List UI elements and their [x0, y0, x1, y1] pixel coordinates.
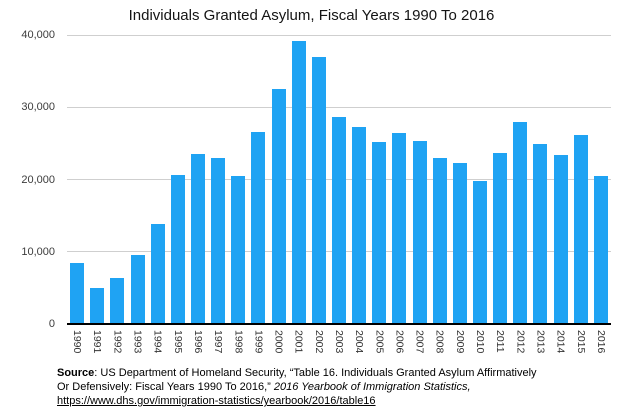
x-axis-tick-label: 2014: [554, 330, 567, 354]
bar-2009: [452, 163, 467, 324]
bar-1999: [251, 131, 266, 324]
x-axis-tick-label: 1997: [212, 330, 225, 354]
x-axis-tick-label: 1991: [91, 330, 104, 354]
source-line: Or Defensively: Fiscal Years 1990 To 201…: [57, 380, 597, 394]
bar-1990: [70, 262, 85, 324]
gridline: [67, 106, 611, 108]
bar-2003: [332, 116, 346, 324]
bar-2001: [291, 41, 306, 324]
source-link[interactable]: https://www.dhs.gov/immigration-statisti…: [57, 395, 376, 407]
bar-1993: [130, 254, 145, 324]
y-axis-labels: 0 10,000 20,000 30,000 40,000: [0, 29, 55, 330]
x-axis-line: [67, 323, 611, 325]
y-axis-tick-label: 40,000: [21, 29, 55, 41]
y-axis-tick-label: 30,000: [21, 101, 55, 114]
bars-layer: [67, 35, 611, 324]
x-axis-tick-label: 1994: [151, 330, 164, 354]
x-axis-tick-label: 2015: [574, 330, 587, 354]
source-text: Or Defensively: Fiscal Years 1990 To 201…: [57, 381, 274, 393]
x-axis-tick-label: 2011: [494, 330, 507, 353]
bar-2010: [473, 181, 488, 324]
x-axis-tick-label: 2012: [514, 330, 527, 354]
x-axis-tick-label: 1990: [71, 330, 84, 354]
x-axis-tick-label: 2016: [594, 330, 607, 354]
bar-1992: [110, 278, 125, 324]
x-axis-tick-label: 2005: [373, 330, 386, 354]
x-axis-tick-label: 1995: [171, 330, 184, 354]
x-axis-tick-label: 2002: [312, 330, 325, 354]
bar-2004: [352, 126, 367, 324]
bar-2007: [412, 141, 427, 324]
x-axis-tick-label: 1993: [131, 330, 144, 354]
source-line: https://www.dhs.gov/immigration-statisti…: [57, 394, 597, 408]
bar-2008: [432, 158, 447, 324]
x-axis-tick-label: 2010: [474, 330, 487, 354]
source-line: Source: US Department of Homeland Securi…: [57, 366, 597, 380]
x-axis-labels: 1990 1991 1992 1993 1994 1995 1996 1997 1998 1999…: [67, 327, 611, 367]
bar-1995: [170, 174, 185, 324]
bar-1991: [90, 287, 105, 324]
source-text: Source: [57, 367, 95, 379]
y-axis-tick-label: 0: [48, 318, 55, 330]
x-axis-tick-label: 2006: [393, 330, 406, 354]
source-text: 2016 Yearbook of Immigration Statistics,: [273, 381, 471, 393]
x-axis-tick-label: 2007: [413, 330, 426, 354]
chart-title: Individuals Granted Asylum, Fiscal Years…: [128, 7, 495, 24]
source-note: Source: US Department of Homeland Securi…: [57, 366, 597, 408]
x-axis-tick-label: 2003: [333, 330, 345, 354]
x-axis-tick-label: 2009: [453, 330, 466, 354]
x-axis-tick-label: 1992: [111, 330, 124, 354]
y-axis-tick-label: 20,000: [21, 173, 55, 186]
plot-area: [67, 34, 611, 325]
bar-2014: [553, 155, 568, 324]
bar-2012: [513, 121, 528, 324]
bar-2005: [372, 141, 387, 324]
bar-1996: [190, 153, 205, 324]
bar-1997: [211, 158, 226, 324]
bar-2016: [593, 176, 608, 324]
gridline: [67, 34, 611, 36]
bar-2002: [311, 57, 326, 324]
x-axis-tick-label: 1996: [191, 330, 204, 354]
x-axis-tick-label: 2001: [292, 330, 305, 354]
x-axis-tick-label: 2013: [534, 330, 547, 354]
source-text: : US Department of Homeland Security, “T…: [94, 367, 537, 379]
bar-2011: [493, 153, 508, 324]
bar-2000: [271, 88, 286, 324]
bar-2006: [392, 133, 407, 324]
y-axis-tick-label: 10,000: [21, 245, 55, 258]
x-axis-tick-label: 1998: [232, 330, 245, 354]
x-axis-tick-label: 2000: [272, 330, 285, 354]
bar-1994: [150, 224, 165, 324]
bar-2015: [573, 135, 588, 324]
x-axis-tick-label: 2004: [353, 330, 366, 354]
bar-2013: [533, 143, 548, 324]
x-axis-tick-label: 2008: [433, 330, 446, 354]
x-axis-tick-label: 1999: [252, 330, 265, 354]
bar-1998: [231, 175, 246, 324]
